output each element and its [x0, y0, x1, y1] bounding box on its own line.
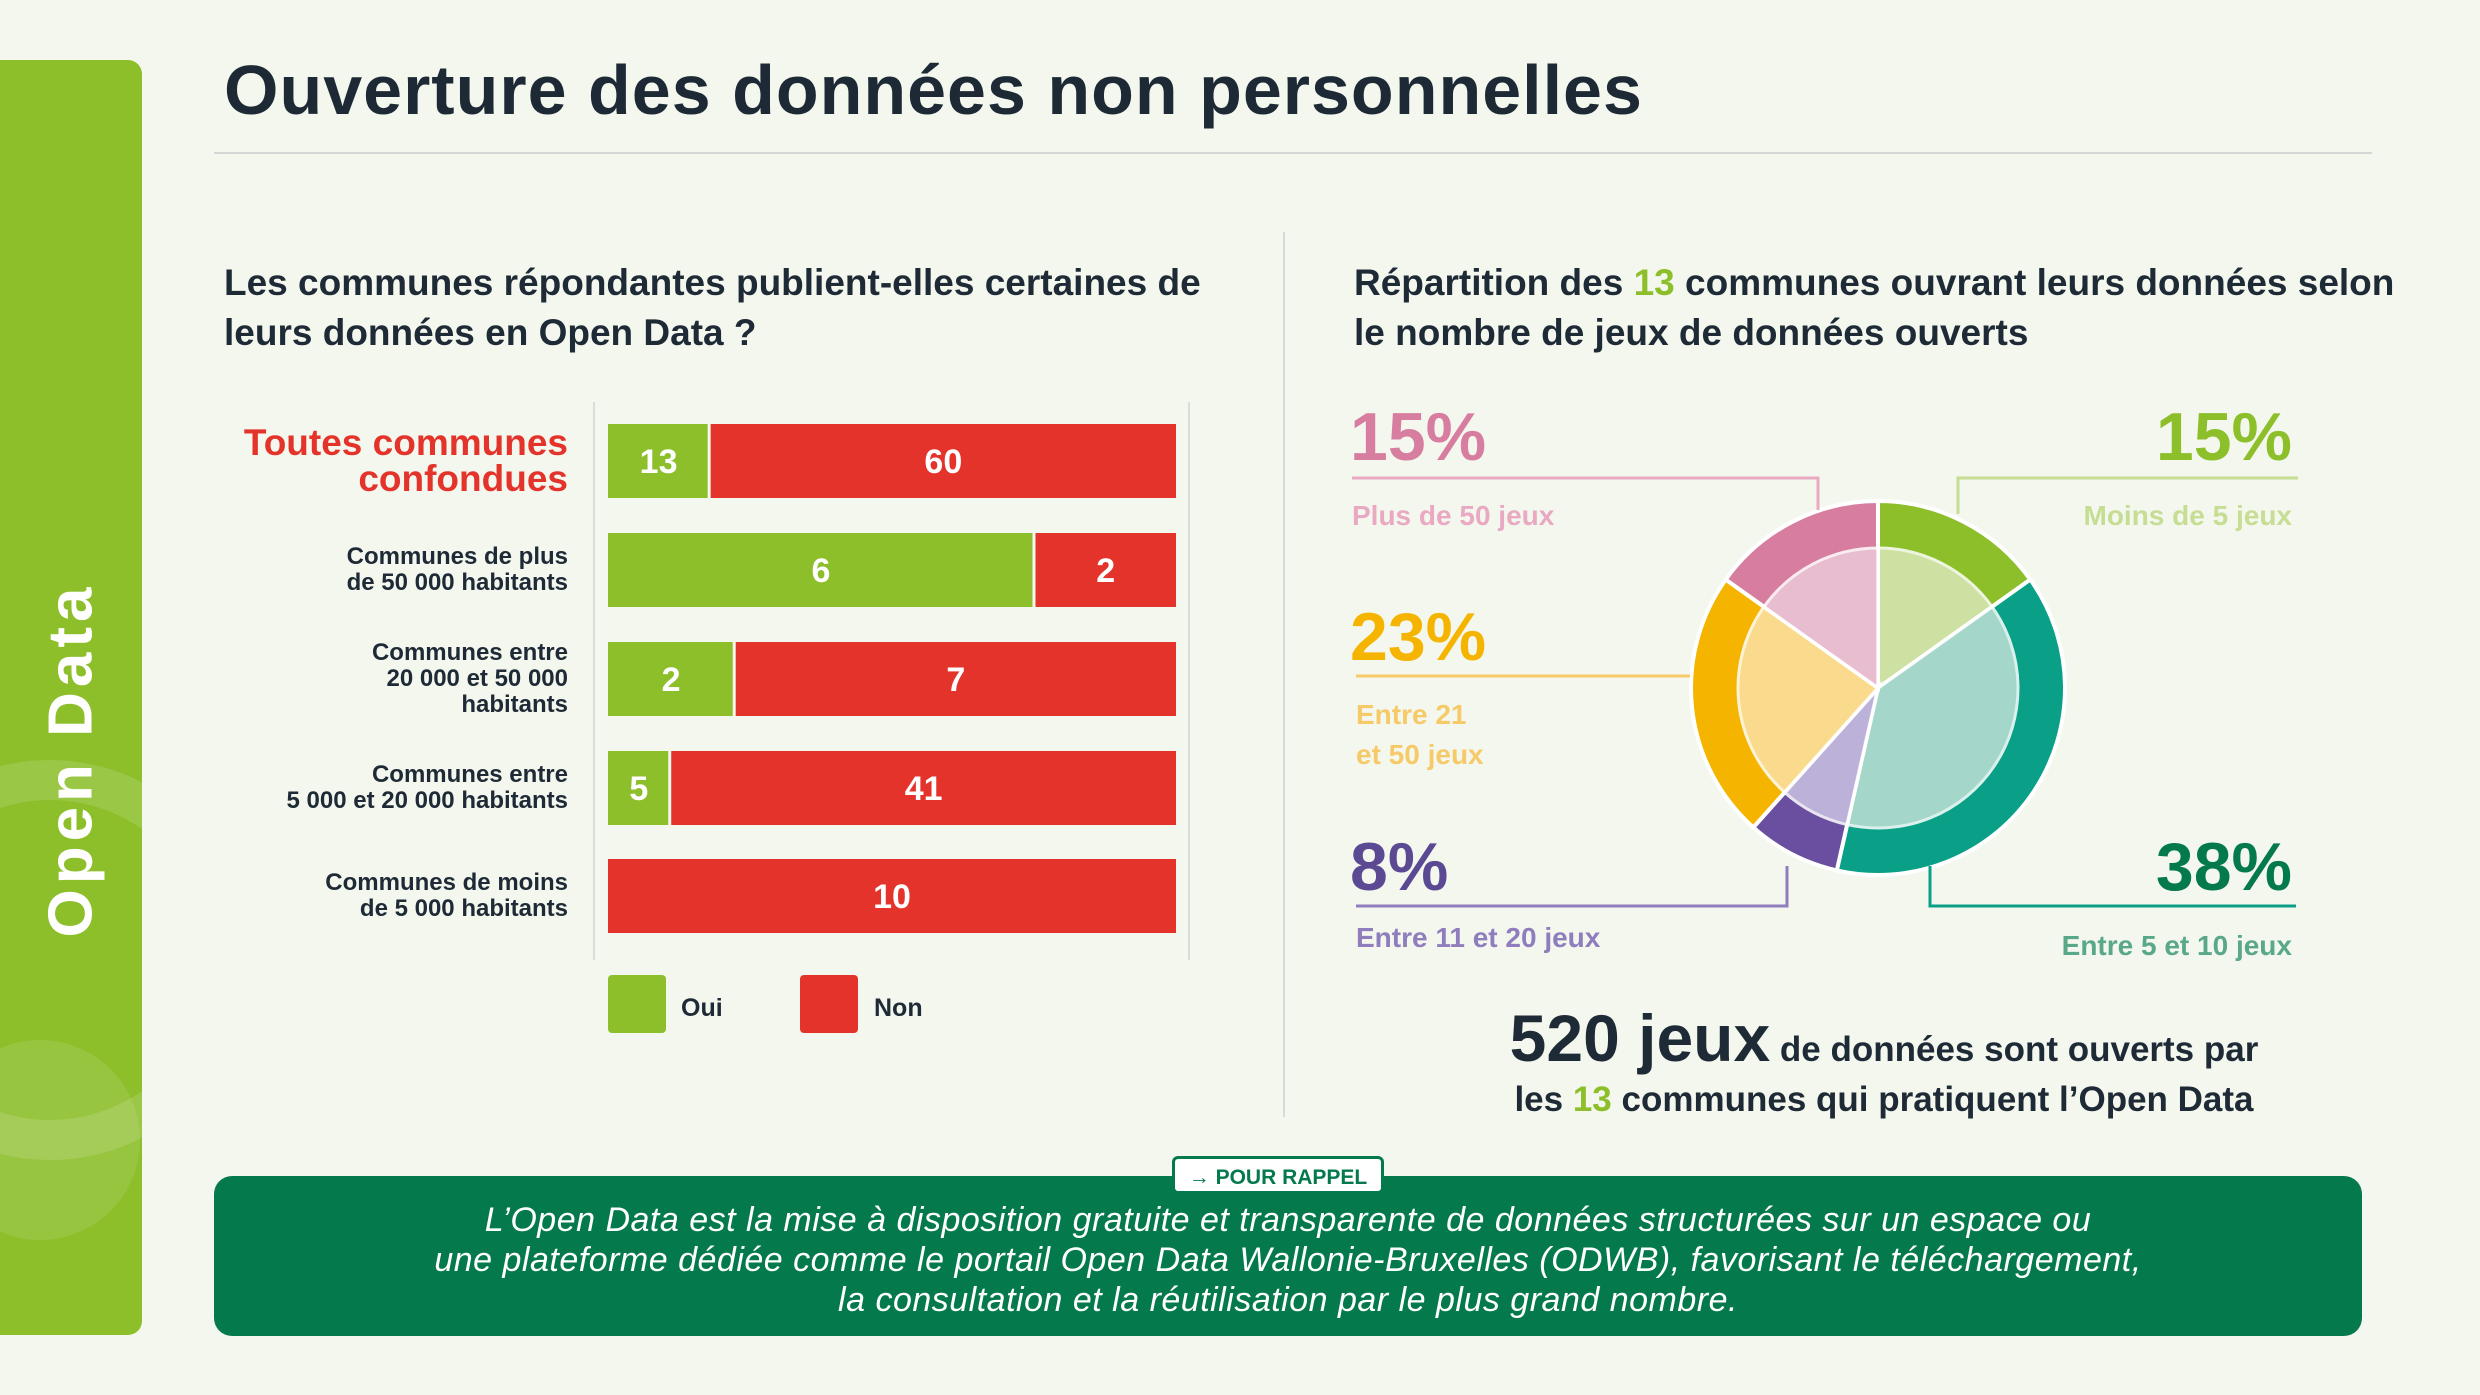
pie-slice-inner — [1876, 546, 1995, 691]
bar-non-value: 60 — [924, 443, 962, 481]
bar-non — [608, 859, 1176, 933]
summary-line2-part: les — [1514, 1080, 1573, 1119]
bar-non — [671, 751, 1176, 825]
page-title: Ouverture des données non personnelles — [224, 51, 1643, 129]
pie-label-5-10: Entre 5 et 10 jeux — [2061, 930, 2292, 961]
bar-oui-value: 6 — [812, 552, 831, 590]
bar-category-label: Communes entre 20 000 et 50 000 habitant… — [371, 639, 568, 718]
pie-pct-moins5: 15% — [2155, 399, 2292, 475]
bar-non-value: 10 — [873, 878, 911, 916]
bar-oui-value: 2 — [662, 661, 681, 699]
bar-category-label: Communes entre 5 000 et 20 000 habitants — [286, 761, 568, 814]
title-divider — [214, 152, 2372, 154]
bar-chart-title: Les communes répondantes publient-elles … — [224, 262, 1201, 353]
bar-category-label: Communes de moins de 5 000 habitants — [325, 869, 568, 922]
bar-oui — [608, 751, 669, 825]
bar-non-value: 7 — [946, 661, 965, 699]
summary-line2-number: 13 — [1572, 1080, 1612, 1119]
bar-category-label: Toutes communes confondues — [243, 422, 568, 499]
reminder-box: L’Open Data est la mise à disposition gr… — [214, 1176, 2362, 1336]
bar-non — [735, 642, 1176, 716]
pie-chart-title: Répartition des 13 communes ouvrant leur… — [1354, 258, 2414, 358]
pie-pct-plus50: 15% — [1350, 399, 1487, 475]
bar-non — [1035, 533, 1176, 607]
pie-label-moins5: Moins de 5 jeux — [2083, 500, 2293, 531]
bar-oui — [608, 424, 708, 498]
bar-non-value: 2 — [1096, 552, 1115, 590]
summary-line2: les 13 communes qui pratiquent l’Open Da… — [1354, 1080, 2414, 1120]
legend-swatch-oui — [608, 975, 666, 1033]
bar-oui-value: 5 — [629, 770, 648, 808]
legend-swatch-non — [800, 975, 858, 1033]
pie-slice-inner — [1736, 604, 1881, 795]
pie-title-part: communes ouvrant leurs données selon le … — [1354, 262, 2395, 353]
pie-pct-11-20: 8% — [1350, 829, 1449, 905]
pie-slice-inner — [1845, 604, 2020, 830]
bar-oui — [608, 533, 1033, 607]
column-divider — [1283, 232, 1285, 1117]
pie-label-21-50: Entre 21 et 50 jeux — [1356, 699, 1484, 770]
leader-11-20 — [1356, 866, 1789, 908]
pie-pct-21-50: 23% — [1350, 599, 1487, 675]
bar-oui — [608, 642, 733, 716]
pie-title-part: Répartition des — [1354, 262, 1634, 303]
reminder-line: une plateforme dédiée comme le portail O… — [434, 1241, 2142, 1279]
reminder-text: L’Open Data est la mise à disposition gr… — [214, 1200, 2362, 1320]
summary-text: 520 jeux de données sont ouverts par les… — [1354, 1000, 2414, 1120]
summary-rest: de données sont ouverts par — [1770, 1030, 2259, 1069]
summary-line2-part: communes qui pratiquent l’Open Data — [1611, 1080, 2254, 1119]
summary-big-number: 520 jeux — [1509, 1001, 1771, 1075]
pie-title-number: 13 — [1633, 262, 1675, 303]
pie-pct-5-10: 38% — [2155, 829, 2292, 905]
leader-plus50 — [1352, 476, 1820, 510]
bar-category-label: Communes de plus de 50 000 habitants — [346, 543, 568, 596]
bar-oui-value: 13 — [640, 443, 678, 481]
sidebar: Open Data — [0, 60, 142, 1335]
pie-label-plus50: Plus de 50 jeux — [1352, 500, 1555, 531]
legend-label-oui: Oui — [681, 994, 723, 1022]
reminder-line: la consultation et la réutilisation par … — [838, 1281, 1738, 1319]
pie-slice-inner — [1761, 546, 1880, 691]
pie-label-11-20: Entre 11 et 20 jeux — [1356, 922, 1601, 953]
leader-5-10 — [1928, 866, 2296, 908]
bar-non — [710, 424, 1176, 498]
legend-label-non: Non — [874, 994, 923, 1022]
reminder-badge: → POUR RAPPEL — [1172, 1156, 1384, 1194]
leader-moins5 — [1956, 476, 2298, 514]
reminder-line: L’Open Data est la mise à disposition gr… — [484, 1201, 2092, 1239]
bar-non-value: 41 — [905, 770, 943, 808]
